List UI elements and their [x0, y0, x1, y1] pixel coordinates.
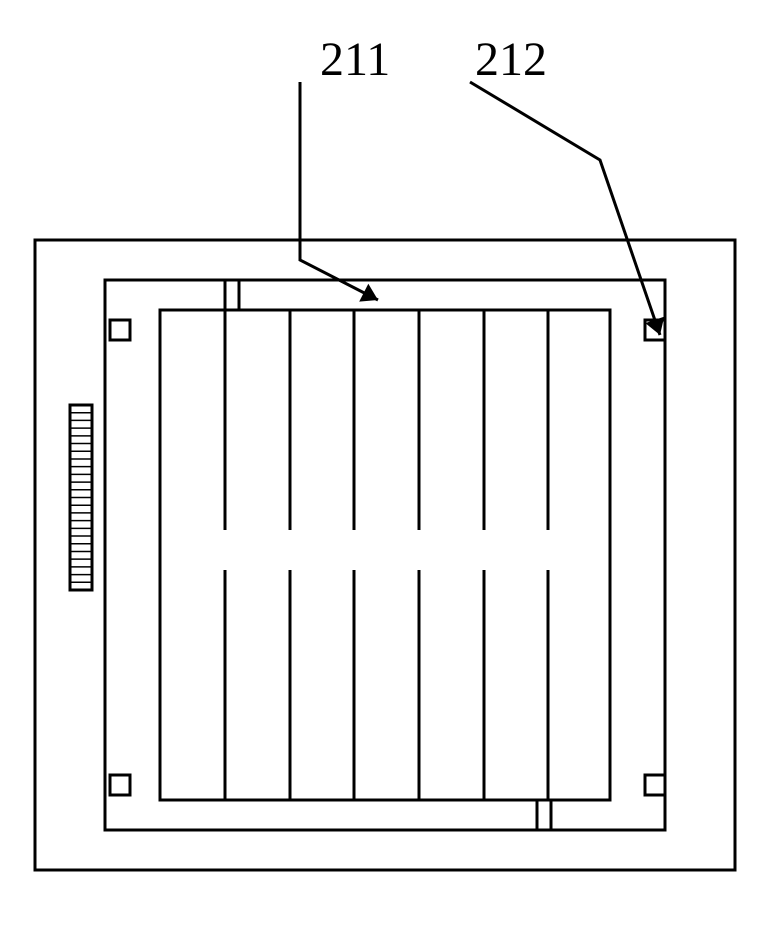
callout-212	[470, 82, 660, 335]
outer-frame	[35, 240, 735, 870]
grid-body	[160, 310, 610, 800]
bottom-stem	[537, 800, 551, 830]
diagram-root: 211 212	[0, 0, 770, 936]
label-211: 211	[320, 33, 390, 86]
corner-square-2	[110, 775, 130, 795]
corner-square-0	[110, 320, 130, 340]
corner-square-3	[645, 775, 665, 795]
label-212: 212	[475, 33, 547, 86]
callout-211	[300, 82, 378, 300]
top-stem	[225, 280, 239, 310]
inner-frame	[105, 280, 665, 830]
